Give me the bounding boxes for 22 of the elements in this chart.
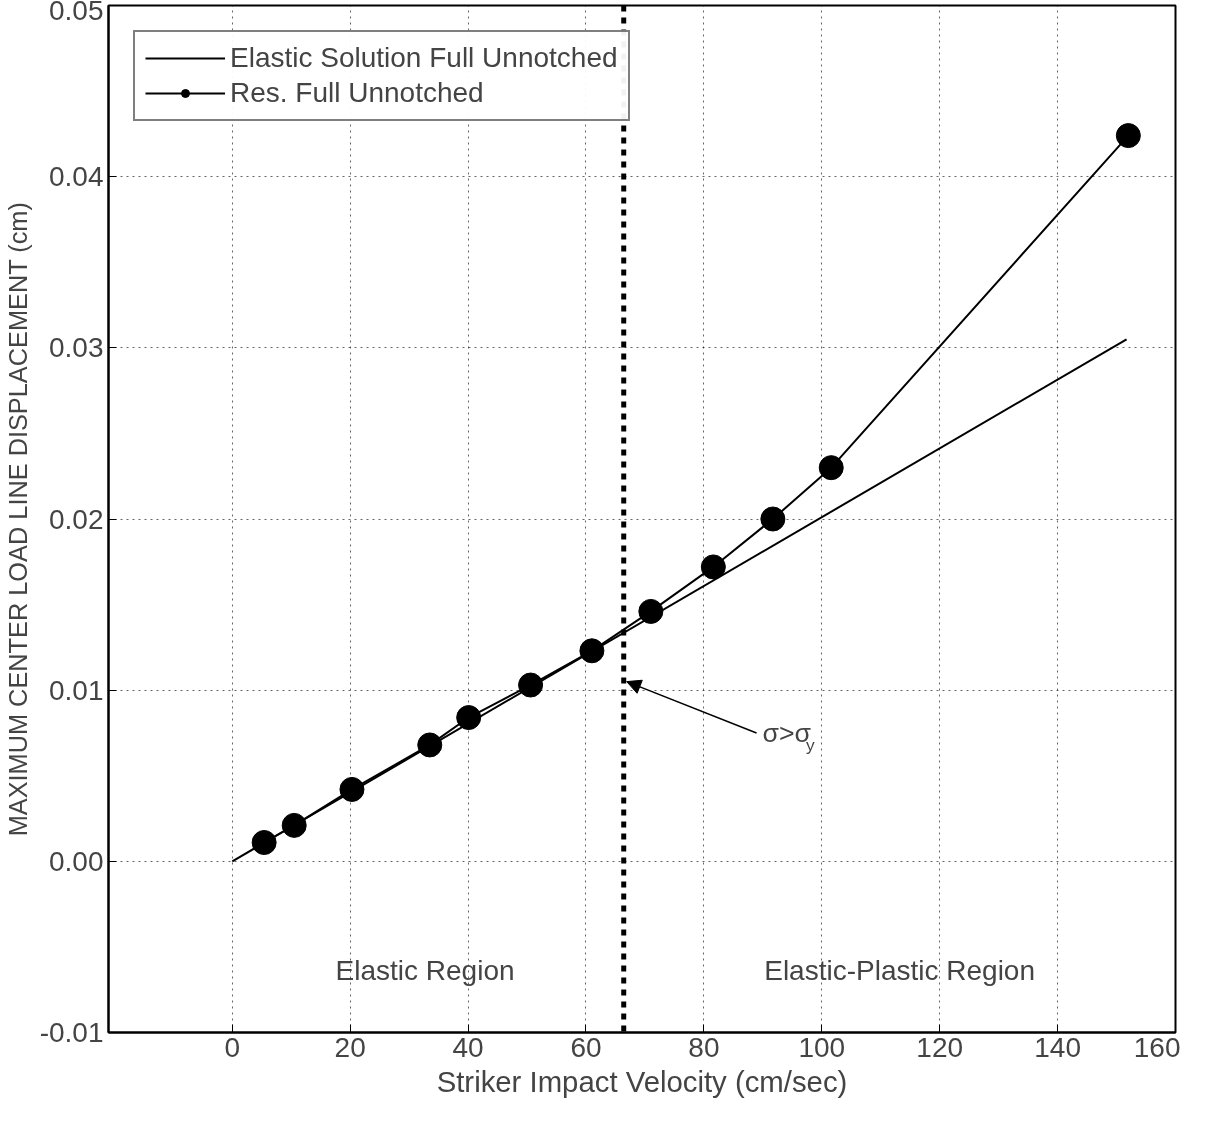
y-tick-label: 0.03 bbox=[49, 332, 104, 364]
x-tick-label: 40 bbox=[452, 1031, 484, 1063]
x-tick-label: 20 bbox=[334, 1031, 366, 1063]
x-axis-title: Striker Impact Velocity (cm/sec) bbox=[436, 1064, 848, 1098]
x-tick-label: 120 bbox=[916, 1031, 964, 1063]
x-tick-label: 160 bbox=[1133, 1031, 1181, 1063]
y-tick-label: 0.01 bbox=[49, 674, 104, 706]
y-tick-label: 0.00 bbox=[49, 845, 104, 877]
y-tick-label: 0.05 bbox=[49, 0, 104, 26]
x-tick-label: 80 bbox=[688, 1031, 720, 1063]
x-tick-label: 60 bbox=[570, 1031, 602, 1063]
annotation: Elastic Region bbox=[335, 955, 515, 987]
x-tick-label: 0 bbox=[224, 1031, 241, 1063]
legend-label: Elastic Solution Full Unnotched bbox=[230, 42, 618, 74]
x-tick-label: 140 bbox=[1034, 1031, 1081, 1063]
x-tick-label: 100 bbox=[798, 1031, 846, 1063]
annotation: Elastic-Plastic Region bbox=[764, 955, 1036, 987]
y-tick-label: 0.04 bbox=[49, 161, 104, 193]
y-tick-label: -0.01 bbox=[39, 1017, 104, 1048]
legend-label: Res. Full Unnotched bbox=[230, 77, 484, 109]
y-tick-label: 0.02 bbox=[49, 503, 104, 535]
y-axis-title: MAXIMUM CENTER LOAD LINE DISPLACEMENT (cm) bbox=[3, 202, 32, 837]
